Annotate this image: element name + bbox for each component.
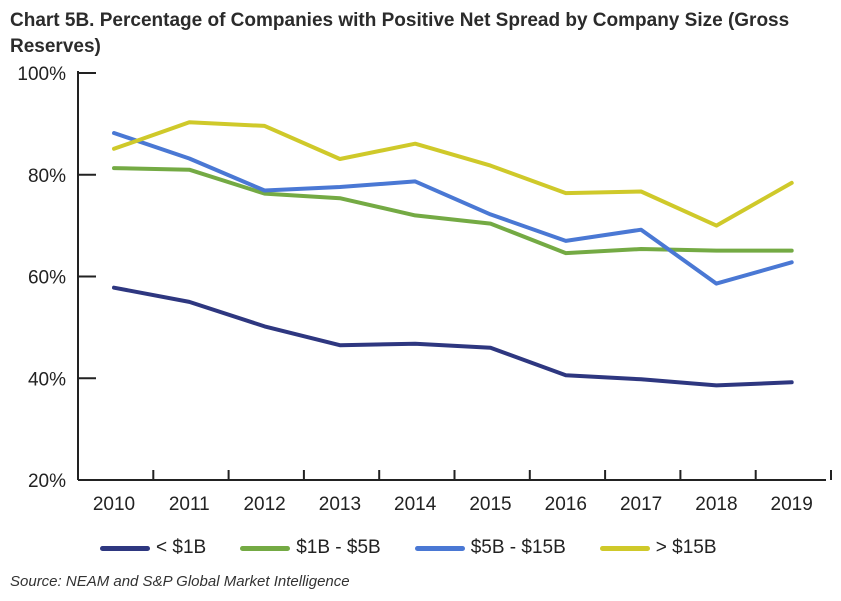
x-tick-label: 2013 [319,494,361,515]
x-tick-label: 2015 [469,494,511,515]
x-tick-label: 2011 [169,494,210,515]
y-axis-ticks: 20% 40% 60% 80% 100% [17,64,96,492]
x-tick-label: 2010 [93,494,135,515]
legend-item: $5B - $15B [414,537,566,559]
legend: < $1B $1B - $5B $5B - $15B > $15B [100,537,751,559]
x-tick-label: 2018 [695,494,737,515]
axes [77,71,826,481]
series-line-5b-15b [112,131,794,286]
legend-item: < $1B [100,537,206,559]
y-tick-label: 100% [17,64,66,85]
y-tick-label: 20% [28,471,66,492]
legend-label: $1B - $5B [296,537,381,558]
legend-swatch [240,545,291,551]
x-tick-label: 2014 [394,494,437,515]
y-tick-label: 80% [28,166,66,187]
x-tick-label: 2017 [620,494,662,515]
legend-item: $1B - $5B [240,537,381,559]
legend-swatch [599,545,650,551]
source-note: Source: NEAM and S&P Global Market Intel… [10,573,350,590]
series-line-15b [112,120,794,228]
legend-label: < $1B [156,537,207,558]
legend-swatch [414,545,465,551]
series-line-1b [112,285,794,388]
legend-item: > $15B [599,537,717,559]
chart-title: Chart 5B. Percentage of Companies with P… [10,10,790,57]
y-tick-label: 60% [28,268,66,289]
legend-swatch [100,545,150,551]
series-lines [112,120,794,388]
x-axis-ticks: 2010 2011 2012 2013 2014 2015 2016 2017 2018 2019 [77,470,832,515]
x-tick-label: 2019 [771,494,813,515]
series-line-1b-5b [112,166,794,256]
legend-label: > $15B [655,537,717,558]
x-tick-label: 2012 [243,494,285,515]
legend-label: $5B - $15B [470,537,566,558]
x-tick-label: 2016 [545,494,587,515]
y-tick-label: 40% [28,369,66,390]
